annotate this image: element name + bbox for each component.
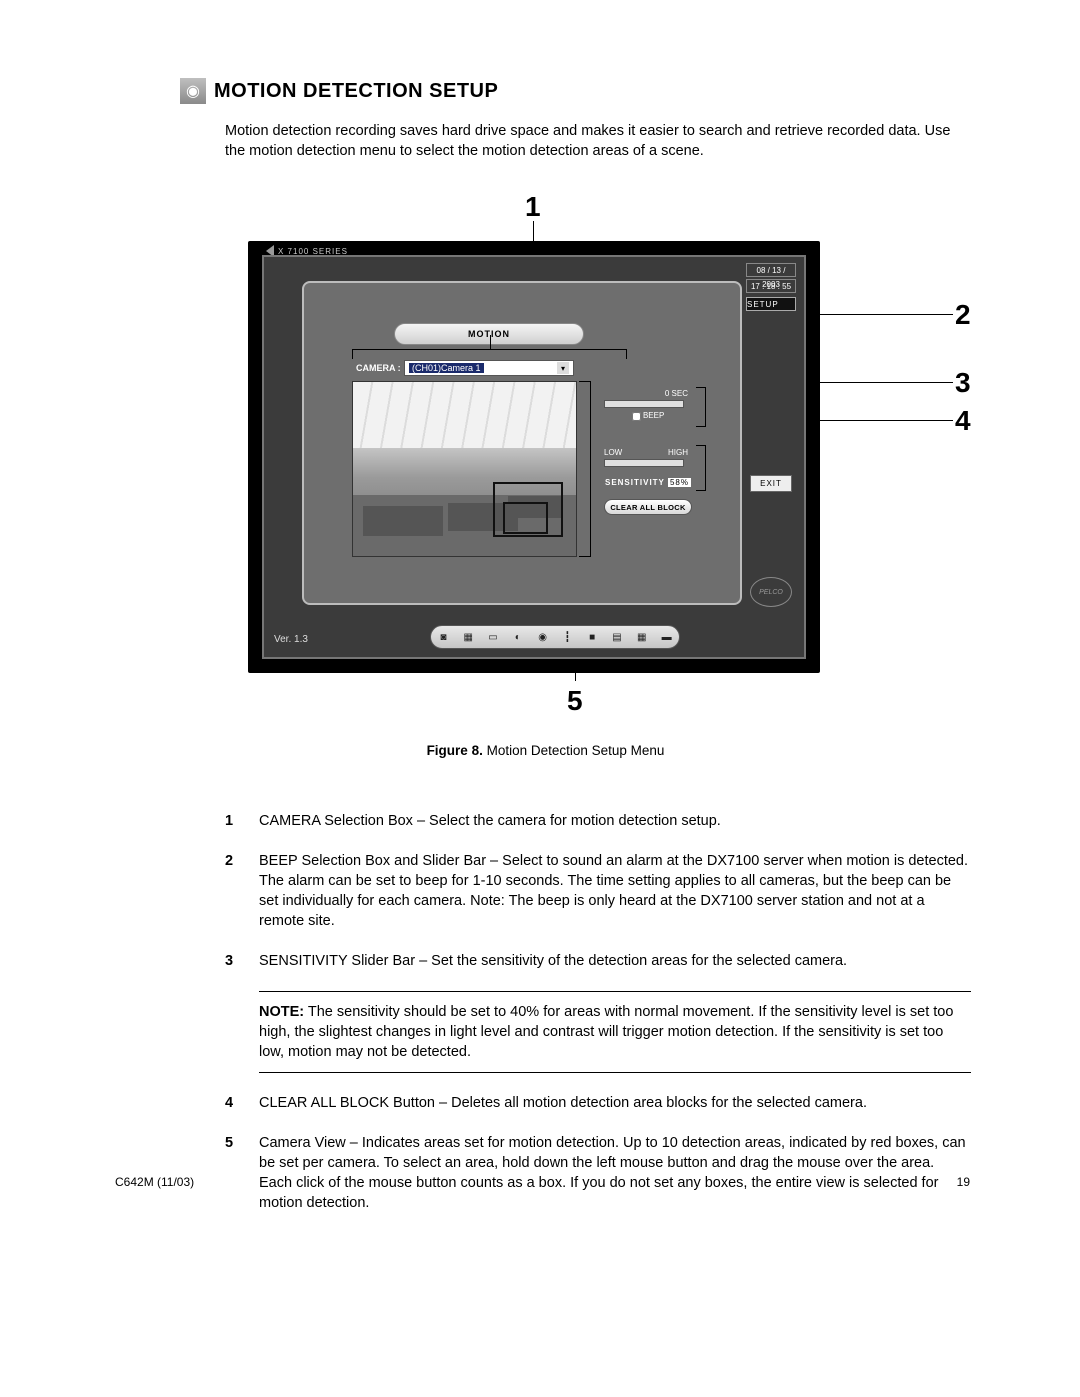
camera-view[interactable] xyxy=(352,381,577,557)
item-2: 2 BEEP Selection Box and Slider Bar – Se… xyxy=(225,851,970,931)
callout-2: 2 xyxy=(955,299,971,331)
page-title: MOTION DETECTION SETUP xyxy=(214,80,498,103)
bracket-3 xyxy=(696,445,706,491)
footer-page-number: 19 xyxy=(957,1175,970,1189)
eye-icon[interactable]: ◉ xyxy=(534,632,552,643)
note-box: NOTE: The sensitivity should be set to 4… xyxy=(259,991,971,1073)
setup-button[interactable]: SETUP xyxy=(746,297,796,311)
camera-icon[interactable]: ◙ xyxy=(434,632,452,643)
display-icon[interactable]: ▭ xyxy=(484,632,502,643)
item-4: 4 CLEAR ALL BLOCK Button – Deletes all m… xyxy=(225,1093,970,1113)
beep-slider[interactable]: 0 SEC xyxy=(604,389,688,408)
eye-icon: ◉ xyxy=(180,78,206,104)
search-icon[interactable]: ◐ xyxy=(509,632,527,643)
dvr-screenshot: X 7100 SERIES MOTION CAMERA : (CH01)Came… xyxy=(248,241,820,673)
bracket-5 xyxy=(579,381,591,557)
motion-area-box[interactable] xyxy=(503,502,548,534)
callout-3: 3 xyxy=(955,367,971,399)
bracket-2 xyxy=(696,387,706,427)
exit-button[interactable]: EXIT xyxy=(750,475,792,492)
monitor-area: MOTION CAMERA : (CH01)Camera 1 ▾ xyxy=(302,281,742,605)
callout-5: 5 xyxy=(567,685,583,717)
figure-caption: Figure 8. Motion Detection Setup Menu xyxy=(248,743,843,758)
chevron-down-icon[interactable]: ▾ xyxy=(557,362,569,374)
date-display: 08 / 13 / 2003 xyxy=(746,263,796,277)
version-text: Ver. 1.3 xyxy=(274,634,308,645)
item-3: 3 SENSITIVITY Slider Bar – Set the sensi… xyxy=(225,951,970,971)
beep-checkbox[interactable]: BEEP xyxy=(604,411,692,420)
camera-label: CAMERA : xyxy=(356,363,401,373)
ptz-icon[interactable]: ▦ xyxy=(459,632,477,643)
time-display: 17 : 18 : 55 xyxy=(746,279,796,293)
intro-text: Motion detection recording saves hard dr… xyxy=(225,122,970,161)
network-icon[interactable]: ┇ xyxy=(558,632,576,643)
record-icon[interactable]: ■ xyxy=(583,632,601,643)
item-5: 5 Camera View – Indicates areas set for … xyxy=(225,1133,970,1213)
callout-4: 4 xyxy=(955,405,971,437)
settings-icon[interactable]: ▦ xyxy=(633,632,651,643)
schedule-icon[interactable]: ▤ xyxy=(608,632,626,643)
sensitivity-label: SENSITIVITY 58% xyxy=(604,478,692,487)
sensitivity-slider[interactable]: LOWHIGH xyxy=(604,448,688,467)
pelco-logo: PELCO xyxy=(750,577,792,607)
footer-doc-id: C642M (11/03) xyxy=(115,1175,194,1189)
clear-all-block-button[interactable]: CLEAR ALL BLOCK xyxy=(604,499,692,515)
item-1: 1 CAMERA Selection Box – Select the came… xyxy=(225,811,970,831)
camera-select[interactable]: (CH01)Camera 1 ▾ xyxy=(404,360,574,376)
folder-icon[interactable]: ▬ xyxy=(658,632,676,643)
bottom-toolbar[interactable]: ◙ ▦ ▭ ◐ ◉ ┇ ■ ▤ ▦ ▬ xyxy=(430,625,680,649)
bracket-1 xyxy=(352,349,627,359)
callout-1: 1 xyxy=(525,191,541,223)
